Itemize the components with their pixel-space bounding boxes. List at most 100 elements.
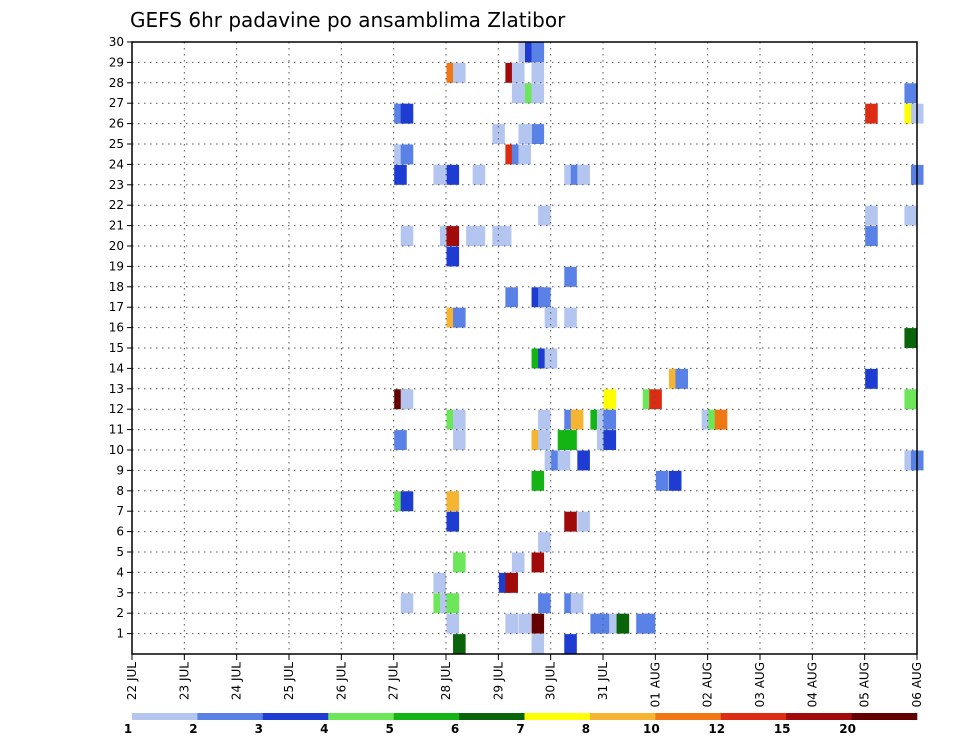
x-tick-label: 02 AUG — [701, 662, 715, 707]
color-legend: 1 2 3 4 5 6 7 8 10 12 15 20 — [124, 713, 918, 736]
y-tick-label: 15 — [109, 341, 124, 355]
legend-label: 3 — [255, 722, 263, 736]
chart-title: GEFS 6hr padavine po ansamblima Zlatibor — [130, 8, 566, 32]
legend-label: 8 — [582, 722, 590, 736]
heatmap-cell — [564, 430, 577, 450]
heatmap-cell — [505, 287, 518, 308]
y-tick-label: 16 — [109, 321, 124, 335]
y-tick-label: 8 — [116, 484, 124, 498]
heatmap-cell — [400, 226, 414, 246]
heatmap-cell — [472, 164, 486, 185]
heatmap-cell — [472, 226, 486, 246]
y-tick-label: 24 — [109, 157, 124, 171]
y-tick-label: 12 — [109, 402, 124, 416]
heatmap-cell — [538, 593, 551, 614]
x-tick-label: 27 JUL — [387, 662, 401, 700]
x-tick-label: 30 JUL — [544, 662, 558, 700]
heatmap-cell — [865, 103, 878, 124]
x-tick-label: 24 JUL — [230, 662, 244, 700]
x-tick-label: 26 JUL — [334, 662, 348, 700]
x-tick-label: 04 AUG — [805, 662, 819, 707]
heatmap-cell — [570, 409, 584, 430]
legend-label: 12 — [708, 722, 725, 736]
y-tick-label: 19 — [109, 259, 124, 273]
heatmap-cell — [538, 430, 551, 450]
heatmap-cell — [446, 511, 460, 532]
y-tick-label: 7 — [116, 504, 124, 518]
heatmap-cell — [538, 532, 551, 552]
y-tick-label: 9 — [116, 463, 124, 477]
y-tick-label: 5 — [116, 545, 124, 559]
y-tick-label: 17 — [109, 300, 124, 314]
y-tick-label: 1 — [116, 627, 124, 641]
y-tick-label: 3 — [116, 586, 124, 600]
heatmap-cell — [394, 164, 407, 185]
heatmap-cell — [603, 409, 617, 430]
y-tick-label: 27 — [109, 96, 124, 110]
heatmap-cell — [531, 62, 545, 83]
y-tick-label: 20 — [109, 239, 124, 253]
legend-label: 5 — [385, 722, 393, 736]
heatmap-cell — [453, 62, 466, 83]
heatmap-cell — [564, 511, 577, 532]
heatmap-cell — [603, 389, 617, 410]
heatmap-cell — [505, 572, 518, 593]
legend-label: 2 — [189, 722, 197, 736]
legend-swatch — [132, 713, 198, 720]
y-tick-label: 29 — [109, 55, 124, 69]
x-tick-label: 03 AUG — [753, 662, 767, 707]
heatmap-cell — [577, 511, 590, 532]
heatmap-cell — [453, 552, 466, 573]
legend-label: 20 — [839, 722, 856, 736]
legend-swatch — [459, 713, 525, 720]
heatmap-cell — [904, 83, 917, 104]
heatmap-cell — [904, 389, 917, 410]
heatmap-cell — [511, 62, 525, 83]
x-tick-label: 01 AUG — [648, 662, 662, 707]
heatmap-cell — [433, 164, 446, 185]
y-tick-label: 21 — [109, 219, 124, 233]
legend-swatch — [655, 713, 722, 720]
legend-label: 4 — [320, 722, 328, 736]
y-tick-label: 11 — [109, 423, 124, 437]
heatmap-cell — [446, 593, 460, 614]
heatmap-cell — [577, 164, 590, 185]
heatmap-cell — [518, 124, 532, 144]
heatmap-cell — [904, 205, 917, 226]
heatmap-cell — [400, 103, 414, 124]
heatmap-cell — [446, 226, 460, 246]
heatmap-cell — [531, 634, 545, 654]
heatmap-cell — [544, 348, 558, 369]
heatmap-cell — [400, 144, 414, 165]
heatmap-cell — [714, 409, 728, 430]
legend-label: 7 — [516, 722, 524, 736]
legend-label: 10 — [643, 722, 660, 736]
heatmap-cell — [564, 266, 577, 287]
legend-label: 1 — [124, 722, 132, 736]
heatmap-cell — [518, 613, 532, 634]
y-tick-label: 10 — [109, 443, 124, 457]
heatmap-cell — [616, 613, 630, 634]
y-tick-label: 4 — [116, 565, 124, 579]
heatmap-cell — [433, 572, 446, 593]
heatmap-cell — [446, 164, 460, 185]
heatmap-cell — [668, 470, 682, 491]
legend-label: 15 — [774, 722, 791, 736]
legend-swatch — [262, 713, 329, 720]
legend-label: 6 — [451, 722, 459, 736]
legend-swatch — [393, 713, 460, 720]
y-tick-label: 13 — [109, 382, 124, 396]
heatmap-cell — [505, 613, 518, 634]
heatmap-cell — [675, 368, 689, 389]
legend-swatch — [197, 713, 264, 720]
y-tick-label: 22 — [109, 198, 124, 212]
heatmap-cell — [453, 634, 466, 654]
heatmap-cell — [596, 613, 610, 634]
y-tick-label: 2 — [116, 606, 124, 620]
y-tick-label: 18 — [109, 280, 124, 294]
y-tick-label: 28 — [109, 76, 124, 90]
y-tick-label: 25 — [109, 137, 124, 151]
heatmap-cells — [394, 42, 924, 654]
y-axis: 1234567891011121314151617181920212223242… — [109, 35, 132, 641]
x-tick-label: 05 AUG — [858, 662, 872, 707]
